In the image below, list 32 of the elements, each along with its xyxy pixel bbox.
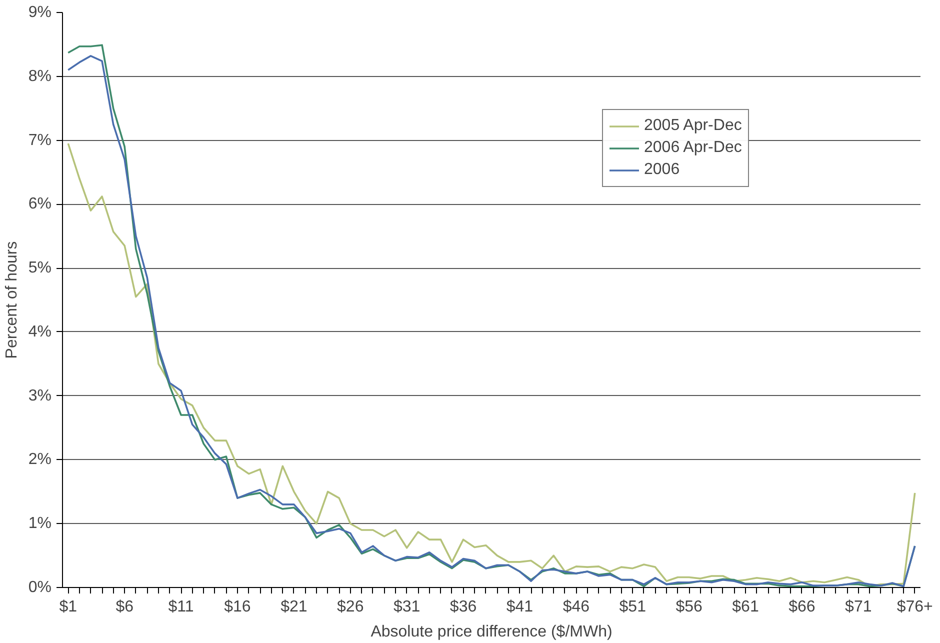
x-tick-label: $66 <box>788 598 816 616</box>
x-tick-label: $21 <box>280 598 308 616</box>
y-tick-label: 2% <box>28 451 52 468</box>
x-tick-label: $11 <box>168 598 194 616</box>
y-tick-label: 5% <box>28 260 52 277</box>
x-tick-label: $61 <box>732 598 759 616</box>
y-tick-label: 3% <box>28 387 52 404</box>
x-tick-label: $16 <box>224 598 251 616</box>
line-series <box>67 142 916 588</box>
y-tick-label: 9% <box>28 4 52 21</box>
x-tick-label: $31 <box>393 598 420 616</box>
x-tick-label: $6 <box>116 598 134 616</box>
x-tick-label: $41 <box>506 598 534 616</box>
legend-label: 2006 Apr-Dec <box>644 139 742 157</box>
x-tick-label: $71 <box>845 598 872 616</box>
y-tick-label: 7% <box>28 132 52 149</box>
x-tick-label: $51 <box>619 598 646 616</box>
y-tick-label: 6% <box>28 196 52 213</box>
legend-label: 2006 <box>644 161 680 179</box>
x-tick-label: $26 <box>337 598 364 616</box>
x-tick-label: $76+ <box>896 598 933 616</box>
y-tick-label: 4% <box>28 323 52 340</box>
x-tick-label: $46 <box>562 598 590 616</box>
x-tick-label: $36 <box>450 598 477 616</box>
x-axis-title: Absolute price difference ($/MWh) <box>370 624 612 640</box>
y-tick-label: 8% <box>28 68 52 85</box>
x-tick-label: $56 <box>676 598 703 616</box>
x-tick-label: $1 <box>59 598 78 616</box>
legend-label: 2005 Apr-Dec <box>644 117 742 135</box>
y-axis-title: Percent of hours <box>3 241 20 359</box>
y-tick-label: 1% <box>28 515 52 532</box>
y-tick-label: 0% <box>28 579 52 596</box>
